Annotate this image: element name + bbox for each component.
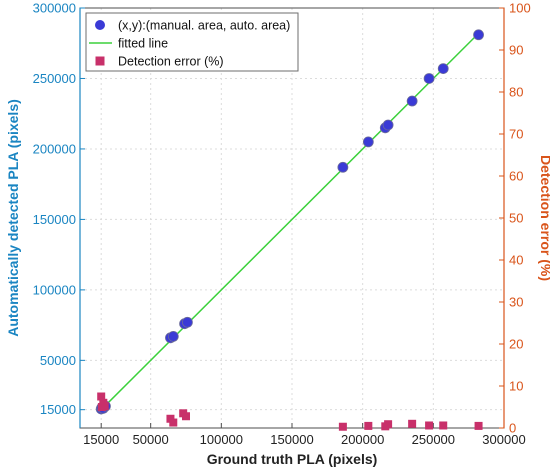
y-tick-label-right: 80 [509, 85, 523, 100]
y-tick-label-left: 300000 [33, 1, 76, 16]
x-tick-label: 50000 [133, 432, 169, 447]
y-tick-label-left: 150000 [33, 212, 76, 227]
x-tick-label: 250000 [412, 432, 455, 447]
x-tick-label: 15000 [83, 432, 119, 447]
y-tick-label-right: 60 [509, 169, 523, 184]
legend: (x,y):(manual. area, auto. area) fitted … [85, 12, 299, 72]
scatter-point [423, 73, 435, 84]
y-tick-label-left: 50000 [40, 353, 76, 368]
x-tick-label: 100000 [200, 432, 243, 447]
error-point [100, 402, 109, 411]
fitted-line [100, 32, 480, 411]
scatter-point [167, 330, 179, 342]
legend-marker-scatter [95, 20, 105, 30]
y-tick-label-left: 15000 [40, 402, 76, 417]
x-axis-label: Ground truth PLA (pixels) [207, 451, 378, 467]
y-tick-label-right: 70 [509, 127, 523, 142]
scatter-point [473, 29, 484, 41]
y-tick-label-left: 250000 [33, 71, 76, 86]
scatter-point [406, 95, 418, 107]
error-point [364, 421, 373, 430]
error-point [338, 422, 347, 431]
y-tick-label-left: 200000 [33, 141, 76, 156]
y-tick-label-right: 20 [509, 337, 523, 352]
axis-layer: 15000 50000 100000 150000 200000 250000 300000… [33, 1, 531, 448]
error-point [97, 392, 106, 401]
y-tick-label-right: 50 [509, 211, 523, 226]
y-tick-label-right: 30 [509, 295, 523, 310]
error-point [169, 418, 178, 427]
y-axis-label-left: Automatically detected PLA (pixels) [5, 99, 21, 337]
error-point [408, 419, 417, 428]
x-tick-label: 200000 [341, 432, 384, 447]
scatter-point [182, 316, 193, 328]
scatter-point [382, 119, 394, 131]
line-layer [100, 32, 480, 411]
y-axis-label-right: Detection error (%) [538, 155, 550, 281]
error-point [439, 421, 448, 430]
error-point [384, 420, 393, 429]
y-tick-label-right: 40 [509, 253, 523, 268]
legend-box [85, 12, 299, 72]
legend-label-fitted-line: fitted line [118, 37, 168, 51]
legend-label-error: Detection error (%) [118, 55, 224, 69]
scatter-point [362, 136, 374, 148]
y-tick-label-right: 100 [509, 1, 531, 16]
error-point [425, 421, 434, 430]
y-tick-label-right: 90 [509, 43, 523, 58]
marker-layer [95, 29, 484, 431]
y-tick-label-left: 100000 [33, 282, 76, 297]
x-tick-label: 150000 [270, 432, 313, 447]
error-point [182, 412, 190, 421]
x-tick-label: 300000 [482, 432, 525, 447]
y-tick-label-right: 10 [509, 379, 523, 394]
legend-marker-error [95, 56, 105, 66]
scatter-point [337, 161, 349, 173]
legend-label-scatter: (x,y):(manual. area, auto. area) [118, 19, 290, 33]
error-point [474, 421, 483, 430]
y-tick-label-right: 0 [509, 421, 516, 436]
scatter-point [437, 63, 449, 75]
